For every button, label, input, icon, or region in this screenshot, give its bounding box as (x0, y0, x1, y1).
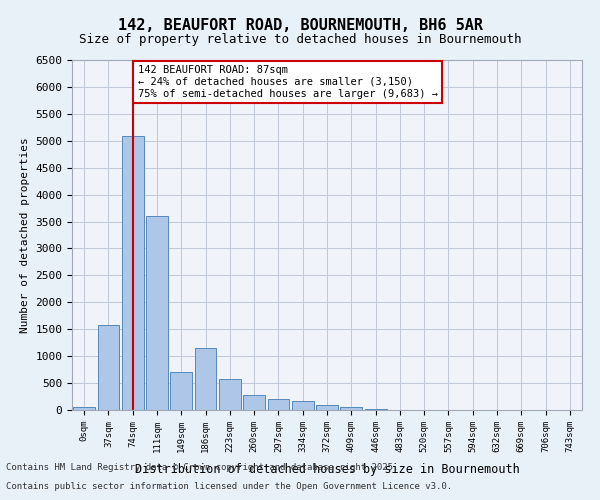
Bar (122, 136, 143, 410)
Text: Contains HM Land Registry data © Crown copyright and database right 2025.: Contains HM Land Registry data © Crown c… (6, 464, 398, 472)
Bar (268, 399, 289, 410)
Bar (340, 407, 362, 410)
Bar (146, 216, 168, 410)
Bar (243, 396, 265, 410)
Bar (292, 401, 314, 410)
Bar (73, 408, 95, 410)
Bar (219, 379, 241, 410)
Bar (170, 372, 192, 410)
Text: 142, BEAUFORT ROAD, BOURNEMOUTH, BH6 5AR: 142, BEAUFORT ROAD, BOURNEMOUTH, BH6 5AR (118, 18, 482, 32)
Bar (194, 348, 217, 410)
Bar (97, 325, 119, 410)
Text: 142 BEAUFORT ROAD: 87sqm
← 24% of detached houses are smaller (3,150)
75% of sem: 142 BEAUFORT ROAD: 87sqm ← 24% of detach… (137, 66, 437, 98)
X-axis label: Distribution of detached houses by size in Bournemouth: Distribution of detached houses by size … (134, 463, 520, 476)
Text: Size of property relative to detached houses in Bournemouth: Size of property relative to detached ho… (79, 32, 521, 46)
Y-axis label: Number of detached properties: Number of detached properties (20, 137, 30, 333)
Bar (316, 404, 338, 410)
Text: Contains public sector information licensed under the Open Government Licence v3: Contains public sector information licen… (6, 482, 452, 491)
